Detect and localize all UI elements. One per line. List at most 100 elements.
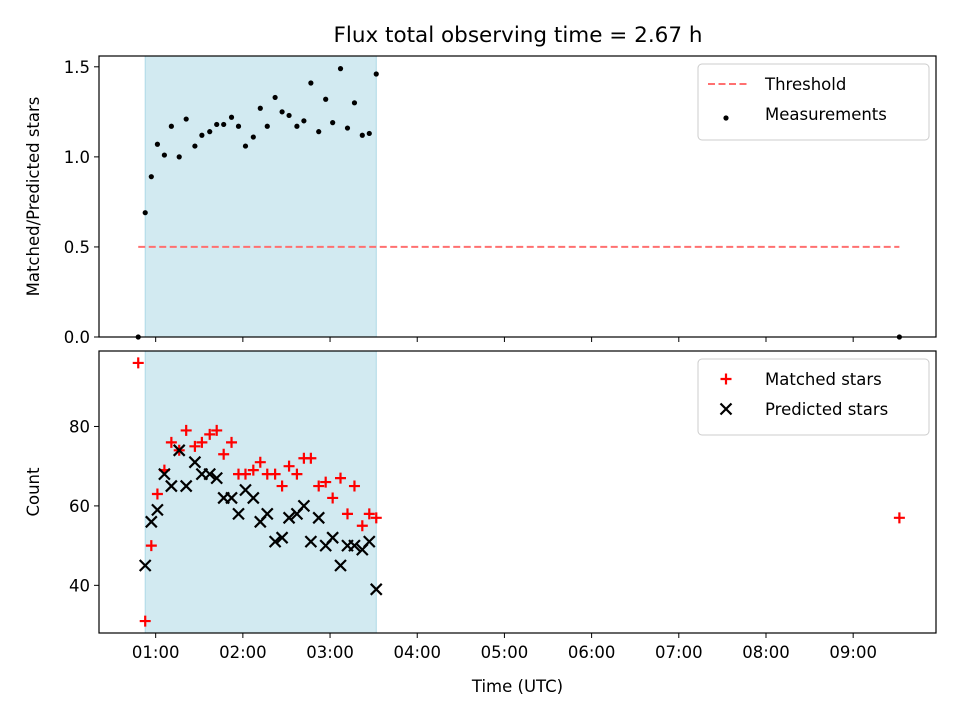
predicted-star-point xyxy=(151,503,164,517)
matched-star-point xyxy=(247,464,259,476)
top-y-axis-label: Matched/Predicted stars xyxy=(24,97,43,297)
top-legend-label: Measurements xyxy=(765,105,887,124)
predicted-star-point xyxy=(326,531,339,544)
bottom-y-tick-label: 80 xyxy=(69,417,90,436)
predicted-star-point xyxy=(275,531,289,544)
bottom-shaded-span xyxy=(145,351,377,633)
measurement-point xyxy=(337,66,344,72)
measurement-point xyxy=(351,100,358,106)
bottom-y-tick-label: 40 xyxy=(69,576,90,595)
matched-star-point xyxy=(335,472,347,484)
predicted-star-point xyxy=(282,511,296,525)
bottom-legend-box xyxy=(697,358,930,436)
predicted-star-point xyxy=(210,471,223,485)
bottom-legend: Matched stars Predicted stars xyxy=(697,358,930,436)
measurement-point xyxy=(214,121,220,128)
legend-matched-swatch xyxy=(720,373,732,385)
predicted-star-point xyxy=(145,515,158,529)
matched-star-point xyxy=(151,488,163,500)
top-y-tick-label: 0.5 xyxy=(64,238,90,257)
predicted-star-point xyxy=(225,491,238,505)
x-tick-label: 08:00 xyxy=(742,643,790,662)
matched-star-point xyxy=(341,508,353,520)
predicted-star-point xyxy=(312,511,325,525)
top-panel: 0.0 0.5 1.0 1.5 Matched/Predicted stars Thres… xyxy=(24,55,937,347)
measurement-point xyxy=(168,123,174,129)
predicted-star-point xyxy=(369,583,383,596)
predicted-star-point xyxy=(363,535,376,548)
predicted-star-point xyxy=(297,499,311,513)
top-y-tick-label: 0.0 xyxy=(64,328,90,347)
matched-star-point xyxy=(165,436,177,448)
measurement-point xyxy=(294,123,300,129)
matched-star-point xyxy=(893,512,905,524)
measurement-point xyxy=(366,130,372,137)
top-legend-box xyxy=(697,63,930,141)
predicted-star-point xyxy=(247,491,260,505)
matched-star-point xyxy=(313,480,325,492)
matched-star-point xyxy=(348,480,360,492)
matched-star-point xyxy=(283,460,295,472)
bottom-series-matched-stars xyxy=(132,357,905,627)
x-tick-label: 09:00 xyxy=(829,643,877,662)
measurement-point xyxy=(142,210,148,216)
top-legend-label: Threshold xyxy=(764,75,846,94)
measurement-point xyxy=(272,94,278,101)
legend-measurement-swatch xyxy=(723,115,729,121)
chart-title: Flux total observing time = 2.67 h xyxy=(334,23,703,48)
predicted-star-point xyxy=(188,455,202,469)
x-axis-label: Time (UTC) xyxy=(471,677,563,696)
matched-star-point xyxy=(226,436,238,448)
matched-star-point xyxy=(269,468,281,480)
x-tick-label: 07:00 xyxy=(655,643,703,662)
matched-star-point xyxy=(204,428,216,440)
x-tick-label: 05:00 xyxy=(481,643,529,662)
matched-star-point xyxy=(291,468,303,480)
measurement-point xyxy=(176,154,182,160)
predicted-star-point xyxy=(179,479,193,493)
matched-star-point xyxy=(196,436,208,448)
measurement-point xyxy=(192,143,198,149)
predicted-star-point xyxy=(260,507,274,521)
measurement-point xyxy=(207,129,213,135)
top-y-tick-label: 1.5 xyxy=(64,58,90,77)
measurement-point xyxy=(148,174,154,180)
bottom-series-predicted-stars xyxy=(138,444,383,596)
measurement-point xyxy=(257,105,263,111)
measurement-point xyxy=(316,129,322,135)
predicted-star-point xyxy=(232,507,245,521)
matched-star-point xyxy=(370,512,382,524)
measurement-point xyxy=(199,132,205,138)
measurement-point xyxy=(242,143,249,149)
bottom-legend-label: Predicted stars xyxy=(765,400,888,419)
matched-star-point xyxy=(276,480,288,492)
measurement-point xyxy=(161,152,167,158)
predicted-star-point xyxy=(158,467,171,481)
measurement-point xyxy=(235,123,242,129)
x-tick-label: 01:00 xyxy=(132,643,180,662)
top-y-tick-label: 1.0 xyxy=(64,148,90,167)
predicted-star-point xyxy=(165,479,178,493)
predicted-star-point xyxy=(138,559,152,572)
matched-star-point xyxy=(211,424,223,436)
legend-predicted-swatch xyxy=(719,402,733,416)
matched-star-point xyxy=(145,540,157,552)
measurement-point xyxy=(264,123,270,129)
matched-star-point xyxy=(218,448,230,460)
x-tick-label: 03:00 xyxy=(306,643,354,662)
predicted-star-point xyxy=(304,535,318,548)
matched-star-point xyxy=(189,440,201,452)
x-tick-label: 02:00 xyxy=(219,643,267,662)
measurement-point xyxy=(359,132,365,138)
matched-star-point xyxy=(356,520,368,532)
predicted-star-point xyxy=(172,444,186,457)
bottom-panel: 01:00 02:00 03:00 04:00 05:00 06:00 07:00 08:00… xyxy=(24,350,937,696)
measurement-point xyxy=(373,71,379,77)
top-axes-frame xyxy=(98,55,937,338)
measurement-point xyxy=(308,80,314,86)
measurement-point xyxy=(228,114,235,120)
bottom-legend-label: Matched stars xyxy=(765,370,882,389)
matched-star-point xyxy=(363,508,375,520)
top-shaded-span xyxy=(145,56,377,337)
